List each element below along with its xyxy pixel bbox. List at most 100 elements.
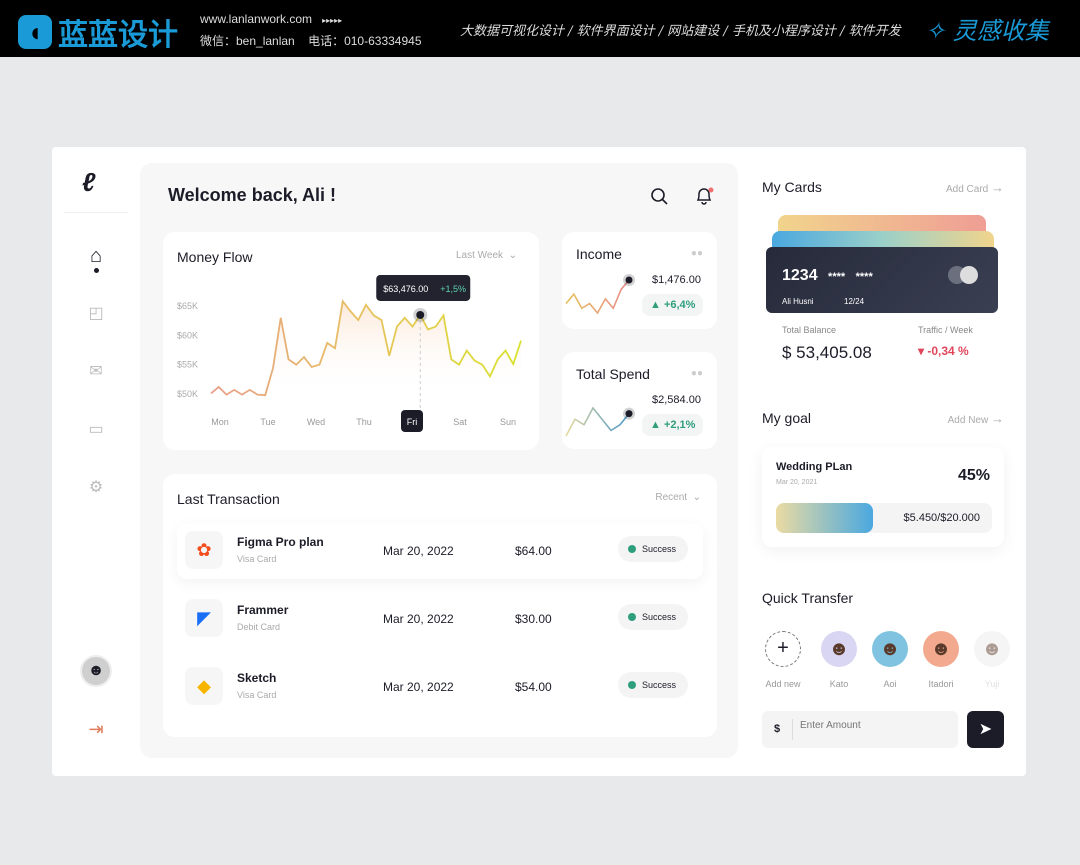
logout-icon[interactable]: ⇥: [88, 719, 104, 739]
add-new-label: Add new: [765, 679, 801, 689]
phone: 电话：010-63334945: [308, 34, 422, 48]
goal-percent: 45%: [957, 467, 990, 484]
arrow-right-icon: →: [991, 411, 1004, 426]
settings-icon[interactable]: ⚙: [88, 479, 104, 496]
x-tick-label: Tue: [260, 417, 275, 427]
total-balance: $ 53,405.08: [782, 343, 872, 362]
tooltip-value: $63,476.00: [383, 284, 428, 294]
spend-change-badge: ▲ +2,1%: [642, 414, 704, 436]
send-icon: ➤: [978, 721, 993, 738]
credit-card[interactable]: 1234 **** **** Ali Husni 12/24: [766, 247, 998, 313]
analytics-icon[interactable]: ◰: [88, 305, 104, 322]
brand-logo: ◖ 蓝蓝设计: [18, 10, 178, 54]
goal-name: Wedding PLan: [776, 461, 853, 473]
card-expiry: 12/24: [844, 297, 865, 306]
transaction-amount: $54.00: [515, 680, 552, 694]
income-change: +6,4%: [663, 299, 696, 311]
income-card: Income ●● $1,476.00 ▲ +6,4%: [562, 232, 717, 329]
contact-info: www.lanlanwork.com ▸▸▸▸▸ 微信：ben_lanlan 电…: [200, 9, 422, 51]
money-flow-line: [210, 299, 522, 397]
more-icon[interactable]: ●●: [690, 368, 703, 379]
goal-amount: $5.450/$20.000: [903, 512, 980, 524]
transaction-row[interactable]: ◤ Frammer Debit Card Mar 20, 2022 $30.00…: [177, 591, 703, 647]
traffic-value: -0,34 %: [927, 344, 969, 358]
contact-avatar[interactable]: ☻: [821, 631, 857, 667]
goal-card[interactable]: Wedding PLan Mar 20, 2021 45% $5.450/$20…: [762, 447, 1004, 547]
wechat: 微信：ben_lanlan: [200, 34, 295, 48]
money-flow-chart: $65K $60K $55K $50K $63,476.00 +1,5% Mon Tue Wed…: [177, 274, 522, 432]
tooltip-change: +1,5%: [440, 284, 466, 294]
transaction-row[interactable]: ✿ Figma Pro plan Visa Card Mar 20, 2022 …: [177, 523, 703, 579]
add-contact-button[interactable]: +: [765, 631, 801, 667]
arrow-right-icon: →: [991, 180, 1004, 195]
arrows: ▸▸▸▸▸: [322, 16, 343, 25]
sparkline-point: [625, 410, 633, 418]
recent-dropdown[interactable]: Recent ⌄: [655, 492, 701, 503]
dashboard: ℓ ⌂ ◰ ✉ ▭ ⚙ ☻ ⇥ Welcome back, Ali ! Mone…: [52, 147, 1026, 776]
transfer-title: Quick Transfer: [762, 590, 854, 606]
add-card-link[interactable]: Add Card →: [946, 180, 1004, 195]
currency-symbol: $: [774, 723, 781, 735]
search-icon[interactable]: [650, 187, 670, 207]
transactions-title: Last Transaction: [177, 491, 280, 507]
money-flow-card: Money Flow Last Week ⌄ $65K $60K $55K $50K $…: [163, 232, 539, 450]
bell-icon[interactable]: [694, 185, 716, 207]
status-dot: [628, 681, 636, 689]
divider: [64, 212, 128, 213]
y-tick-label: $50K: [177, 389, 198, 399]
card-holder: Ali Husni: [782, 297, 814, 306]
add-goal-label: Add New: [947, 415, 989, 426]
mail-icon[interactable]: ✉: [89, 363, 103, 380]
site-url: www.lanlanwork.com: [200, 12, 313, 26]
amount-input[interactable]: $: [762, 711, 958, 748]
user-avatar[interactable]: ☻: [80, 655, 112, 687]
card-mask: ****: [828, 271, 846, 283]
top-banner: ◖ 蓝蓝设计 www.lanlanwork.com ▸▸▸▸▸ 微信：ben_la…: [0, 0, 1080, 57]
more-icon[interactable]: ●●: [690, 248, 703, 259]
period-dropdown[interactable]: Last Week ⌄: [456, 250, 517, 261]
contact-avatar[interactable]: ☻: [974, 631, 1010, 667]
sketch-icon: ◆: [185, 667, 223, 705]
transaction-date: Mar 20, 2022: [383, 612, 454, 626]
home-icon[interactable]: ⌂: [89, 245, 103, 267]
transaction-method: Debit Card: [237, 622, 281, 632]
active-indicator: [94, 268, 99, 273]
main-panel: Welcome back, Ali ! Money Flow Last Week…: [140, 163, 738, 758]
amount-field[interactable]: [800, 720, 950, 731]
add-card-label: Add Card: [945, 184, 989, 195]
contact-avatar[interactable]: ☻: [872, 631, 908, 667]
transaction-date: Mar 20, 2022: [383, 680, 454, 694]
transaction-row[interactable]: ◆ Sketch Visa Card Mar 20, 2022 $54.00 S…: [177, 659, 703, 715]
ticket-icon[interactable]: ▭: [88, 421, 104, 438]
status-label: Success: [642, 612, 677, 622]
status-badge: Success: [618, 604, 688, 630]
income-sparkline: [565, 274, 635, 315]
card-mask: ****: [855, 271, 873, 283]
income-change-badge: ▲ +6,4%: [642, 294, 704, 316]
x-tick-label: Mon: [211, 417, 229, 427]
sparkline-path: [565, 406, 630, 437]
inspiration-brand: ✧ 灵感收集: [925, 17, 1049, 45]
status-badge: Success: [618, 672, 688, 698]
highlight-point: [416, 310, 425, 319]
goal-title: My goal: [762, 410, 812, 426]
spend-amount: $2,584.00: [652, 394, 701, 406]
transaction-amount: $64.00: [515, 544, 552, 558]
status-dot: [628, 545, 636, 553]
goal-progress-track: $5.450/$20.000: [776, 503, 992, 533]
goal-date: Mar 20, 2021: [776, 479, 818, 486]
add-goal-link[interactable]: Add New →: [948, 411, 1004, 426]
tooltip-box: [376, 274, 471, 301]
status-label: Success: [642, 680, 677, 690]
y-tick-label: $55K: [177, 360, 198, 370]
transaction-name: Sketch: [237, 671, 277, 685]
spend-sparkline: [565, 406, 635, 437]
inspiration-label: 灵感收集: [952, 17, 1049, 45]
x-tick-label: Fri: [407, 417, 418, 427]
sparkline-point: [625, 276, 633, 284]
spend-title: Total Spend: [576, 366, 650, 382]
x-tick-label: Sun: [500, 417, 516, 427]
contact-avatar[interactable]: ☻: [923, 631, 959, 667]
selected-day-bg: [401, 410, 423, 432]
send-button[interactable]: ➤: [967, 711, 1004, 748]
